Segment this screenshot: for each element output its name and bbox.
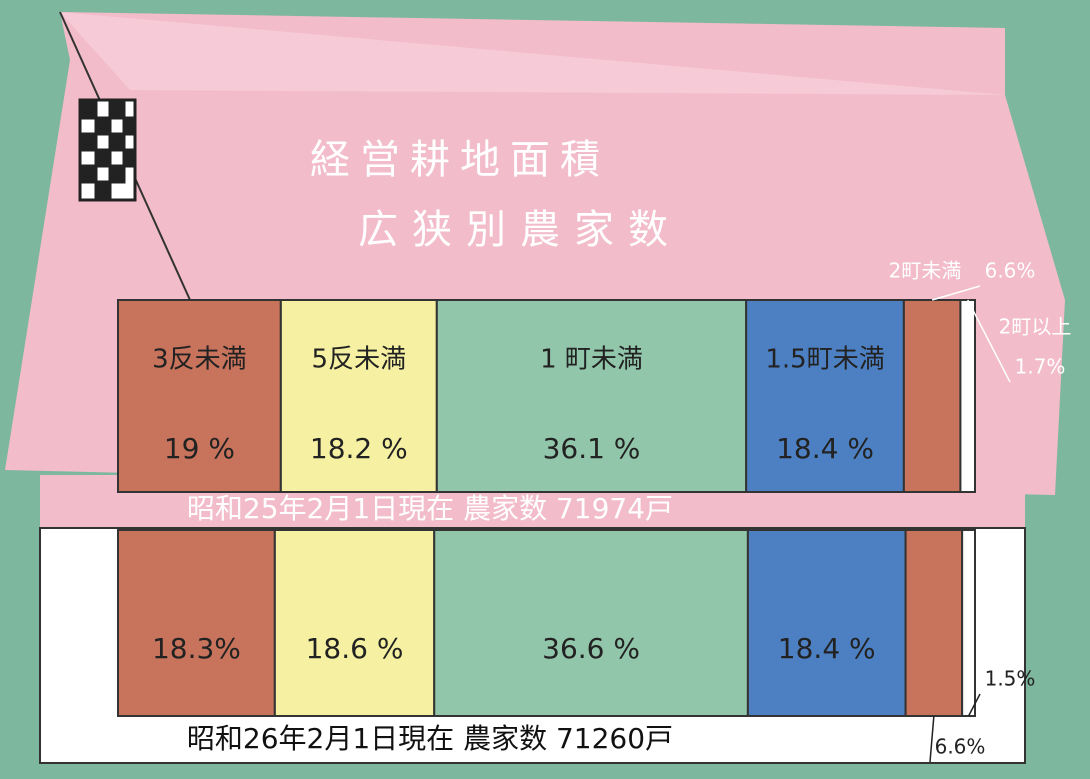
value-label: 19 %: [164, 432, 235, 465]
chart-title: 経営耕地面積: [310, 137, 610, 183]
segment-name: 1.5町未満: [765, 345, 884, 375]
value-label: 18.3%: [152, 632, 241, 665]
segment-name: 5反未満: [312, 345, 407, 375]
leader-line: [929, 715, 935, 763]
bar-segment: [904, 529, 964, 717]
bar-segment: [117, 299, 282, 493]
bar-segment: [745, 299, 905, 493]
window: [78, 98, 137, 202]
value-label: 6.6%: [935, 735, 986, 759]
segment-name: 2町以上: [999, 315, 1072, 339]
bar-segment: [117, 529, 276, 717]
value-label: 18.4 %: [776, 432, 874, 465]
bar-segment: [959, 299, 977, 493]
leader-line: [967, 299, 1011, 383]
bar-segment: [435, 299, 748, 493]
chart-subtitle: 広狭別農家数: [358, 207, 682, 253]
value-label: 1.5%: [985, 667, 1036, 691]
value-label: 1.7%: [1015, 355, 1066, 379]
bar-segment: [433, 529, 749, 717]
bar-segment: [961, 529, 977, 717]
bar-segment: [902, 299, 962, 493]
leader-line: [931, 285, 981, 301]
value-label: 18.4 %: [778, 632, 876, 665]
value-label: 6.6%: [985, 259, 1036, 283]
segment-name: 1 町未満: [540, 345, 643, 375]
leader-line: [967, 693, 981, 717]
bar-segment: [279, 299, 438, 493]
category-label: 昭和26年2月1日現在 農家数 71260戸: [187, 722, 673, 755]
value-label: 18.2 %: [310, 432, 408, 465]
segment-name: 3反未満: [152, 345, 247, 375]
bar-segment: [746, 529, 907, 717]
value-label: 18.6 %: [306, 632, 404, 665]
value-label: 36.6 %: [542, 632, 640, 665]
bar-segment: [273, 529, 436, 717]
roof-ridge: [60, 12, 1005, 95]
segment-name: 2町未満: [889, 259, 962, 283]
category-label: 昭和25年2月1日現在 農家数 71974戸: [187, 492, 673, 525]
value-label: 36.1 %: [543, 432, 641, 465]
